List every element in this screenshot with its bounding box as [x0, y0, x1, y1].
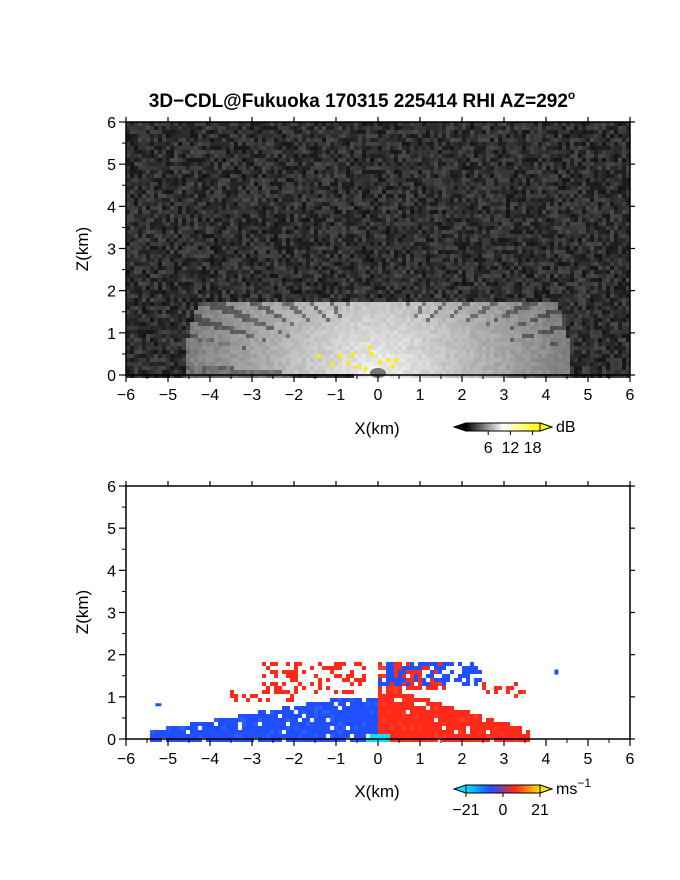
- x-tick-label: 4: [542, 387, 551, 404]
- x-tick-label: 2: [458, 751, 467, 768]
- x-tick-label: 3: [500, 751, 509, 768]
- y-tick-label: 1: [107, 326, 116, 343]
- x-tick-label: −5: [159, 751, 177, 768]
- x-tick-label: 5: [584, 387, 593, 404]
- colorbar-tick-label: 6: [484, 440, 493, 457]
- x-tick-label: 1: [416, 751, 425, 768]
- reflectivity-y-axis-label: Z(km): [73, 227, 92, 271]
- x-tick-label: 0: [374, 751, 383, 768]
- x-tick-label: 6: [626, 387, 635, 404]
- chart-title-superscript: o: [568, 88, 575, 102]
- x-tick-label: 0: [374, 387, 383, 404]
- y-tick-label: 5: [107, 157, 116, 174]
- x-tick-label: −4: [201, 751, 219, 768]
- y-tick-label: 4: [107, 199, 116, 216]
- velocity-outlier-point: [554, 669, 559, 675]
- high-reflectivity-point: [378, 360, 383, 365]
- y-tick-label: 6: [107, 115, 116, 132]
- high-reflectivity-point: [317, 354, 322, 359]
- x-tick-label: 3: [500, 387, 509, 404]
- colorbar-low-arrow: [452, 784, 467, 794]
- high-reflectivity-point: [338, 354, 343, 359]
- velocity-x-axis-label: X(km): [354, 782, 399, 801]
- velocity-field: [150, 662, 559, 742]
- x-tick-label: −2: [285, 751, 303, 768]
- x-tick-label: 6: [626, 751, 635, 768]
- colorbar-tick-label: 18: [524, 440, 542, 457]
- x-tick-label: −1: [327, 751, 345, 768]
- colorbar-high-arrow: [539, 784, 554, 794]
- reflectivity-x-axis-label: X(km): [354, 419, 399, 438]
- reflectivity-axis-ticks: −6 −5 −4 −3 −2 −1 0 1 2 3 4 5 6 0 1 2 3 4 5 6: [107, 115, 635, 404]
- colorbar-unit-label: dB: [556, 419, 576, 436]
- y-tick-label: 5: [107, 521, 116, 538]
- high-reflectivity-point: [386, 358, 391, 363]
- velocity-axis-ticks: −6 −5 −4 −3 −2 −1 0 1 2 3 4 5 6 0 1 2 3 4 5 6: [107, 479, 635, 768]
- colorbar-tick-label: 0: [499, 802, 508, 819]
- x-tick-label: −4: [201, 387, 219, 404]
- high-reflectivity-point: [367, 345, 372, 350]
- colorbar-bar: [465, 784, 541, 794]
- x-tick-label: 4: [542, 751, 551, 768]
- velocity-panel: −6 −5 −4 −3 −2 −1 0 1 2 3 4 5 6 0 1 2 3 4 5 6 X(km) Z(km) −…: [73, 479, 635, 819]
- y-tick-label: 4: [107, 563, 116, 580]
- high-reflectivity-point: [363, 366, 368, 371]
- high-reflectivity-point: [329, 362, 334, 367]
- velocity-outlier-point: [155, 703, 162, 707]
- high-reflectivity-point: [394, 358, 399, 363]
- y-tick-label: 2: [107, 648, 116, 665]
- colorbar-tick-label: −21: [452, 802, 479, 819]
- colorbar-unit-label: ms−1: [556, 776, 591, 798]
- y-tick-label: 1: [107, 690, 116, 707]
- high-reflectivity-point: [369, 351, 374, 356]
- velocity-colorbar: −21 0 21 ms−1: [452, 776, 591, 819]
- high-reflectivity-point: [390, 364, 395, 369]
- y-tick-label: 0: [107, 732, 116, 749]
- reflectivity-colorbar: 6 12 18 dB: [452, 419, 576, 457]
- x-tick-label: −3: [243, 751, 261, 768]
- y-tick-label: 3: [107, 242, 116, 259]
- chart-title-text: 3D−CDL@Fukuoka 170315 225414 RHI AZ=292: [149, 91, 568, 112]
- velocity-y-axis-label: Z(km): [73, 590, 92, 634]
- x-tick-label: −3: [243, 387, 261, 404]
- x-tick-label: 2: [458, 387, 467, 404]
- colorbar-tick-label: 12: [502, 440, 520, 457]
- x-tick-label: −5: [159, 387, 177, 404]
- reflectivity-field: [126, 122, 630, 378]
- high-reflectivity-point: [346, 360, 351, 365]
- y-tick-label: 0: [107, 368, 116, 385]
- x-tick-label: −1: [327, 387, 345, 404]
- x-tick-label: −6: [117, 751, 135, 768]
- chart-title: 3D−CDL@Fukuoka 170315 225414 RHI AZ=292o: [149, 88, 576, 112]
- colorbar-bar: [465, 422, 541, 432]
- x-tick-label: 5: [584, 751, 593, 768]
- colorbar-tick-label: 21: [531, 802, 549, 819]
- x-tick-label: −6: [117, 387, 135, 404]
- y-tick-label: 6: [107, 479, 116, 496]
- high-reflectivity-point: [355, 364, 359, 369]
- y-tick-label: 3: [107, 606, 116, 623]
- x-tick-label: 1: [416, 387, 425, 404]
- y-tick-label: 2: [107, 284, 116, 301]
- x-tick-label: −2: [285, 387, 303, 404]
- colorbar-high-arrow: [539, 422, 554, 432]
- high-reflectivity-point: [350, 351, 355, 356]
- colorbar-low-arrow: [452, 422, 467, 432]
